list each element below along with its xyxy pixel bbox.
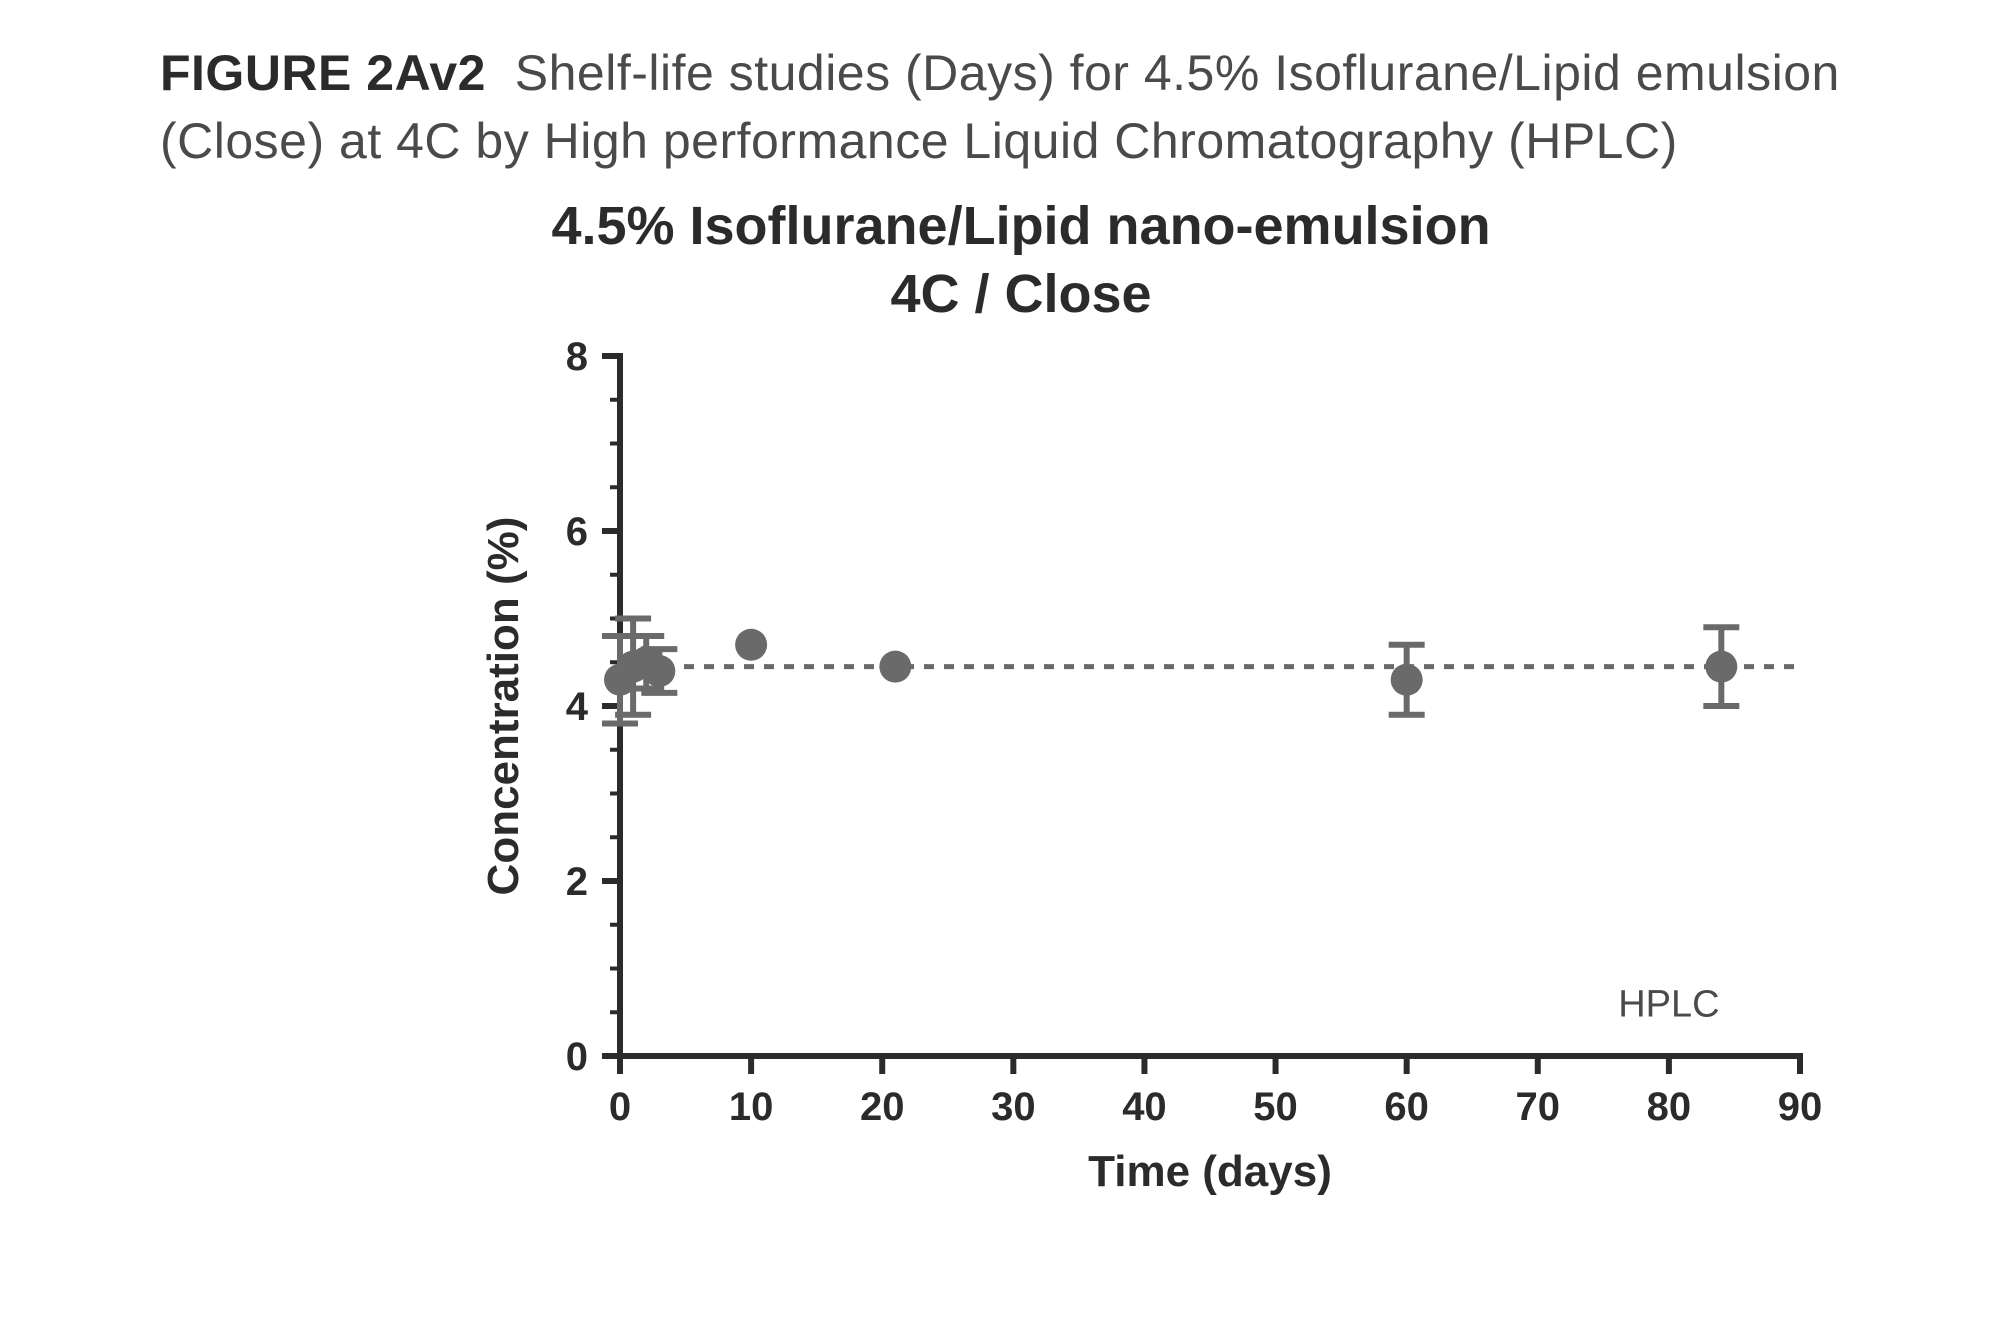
y-tick-label: 0 <box>566 1035 588 1079</box>
chart-title-line1: 4.5% Isoflurane/Lipid nano-emulsion <box>551 196 1490 256</box>
x-tick-label: 70 <box>1516 1085 1561 1129</box>
x-tick-label: 30 <box>991 1085 1035 1129</box>
y-tick-label: 4 <box>566 685 589 729</box>
scatter-chart: 024680102030405060708090Time (days)Conce… <box>160 336 1882 1236</box>
x-tick-label: 50 <box>1253 1085 1298 1129</box>
chart-area: 024680102030405060708090Time (days)Conce… <box>160 336 1882 1236</box>
y-tick-label: 8 <box>566 336 588 379</box>
legend-label: HPLC <box>1618 984 1719 1026</box>
data-point <box>643 655 675 687</box>
data-point <box>879 651 911 683</box>
data-point <box>1391 664 1423 696</box>
x-axis-label: Time (days) <box>1088 1147 1332 1196</box>
chart-title: 4.5% Isoflurane/Lipid nano-emulsion 4C /… <box>160 193 1882 328</box>
data-point <box>735 629 767 661</box>
data-point <box>1705 651 1737 683</box>
chart-title-line2: 4C / Close <box>890 264 1151 324</box>
figure-label: FIGURE 2Av2 <box>160 45 486 101</box>
y-tick-label: 2 <box>566 860 588 904</box>
x-tick-label: 10 <box>729 1085 774 1129</box>
x-tick-label: 80 <box>1647 1085 1692 1129</box>
y-axis-label: Concentration (%) <box>479 517 528 896</box>
y-tick-label: 6 <box>566 510 588 554</box>
figure-caption: FIGURE 2Av2 Shelf-life studies (Days) fo… <box>160 40 1882 175</box>
x-tick-label: 20 <box>860 1085 905 1129</box>
x-tick-label: 90 <box>1778 1085 1823 1129</box>
figure-page: FIGURE 2Av2 Shelf-life studies (Days) fo… <box>0 0 2002 1337</box>
x-tick-label: 60 <box>1384 1085 1429 1129</box>
x-tick-label: 0 <box>609 1085 631 1129</box>
x-tick-label: 40 <box>1122 1085 1167 1129</box>
